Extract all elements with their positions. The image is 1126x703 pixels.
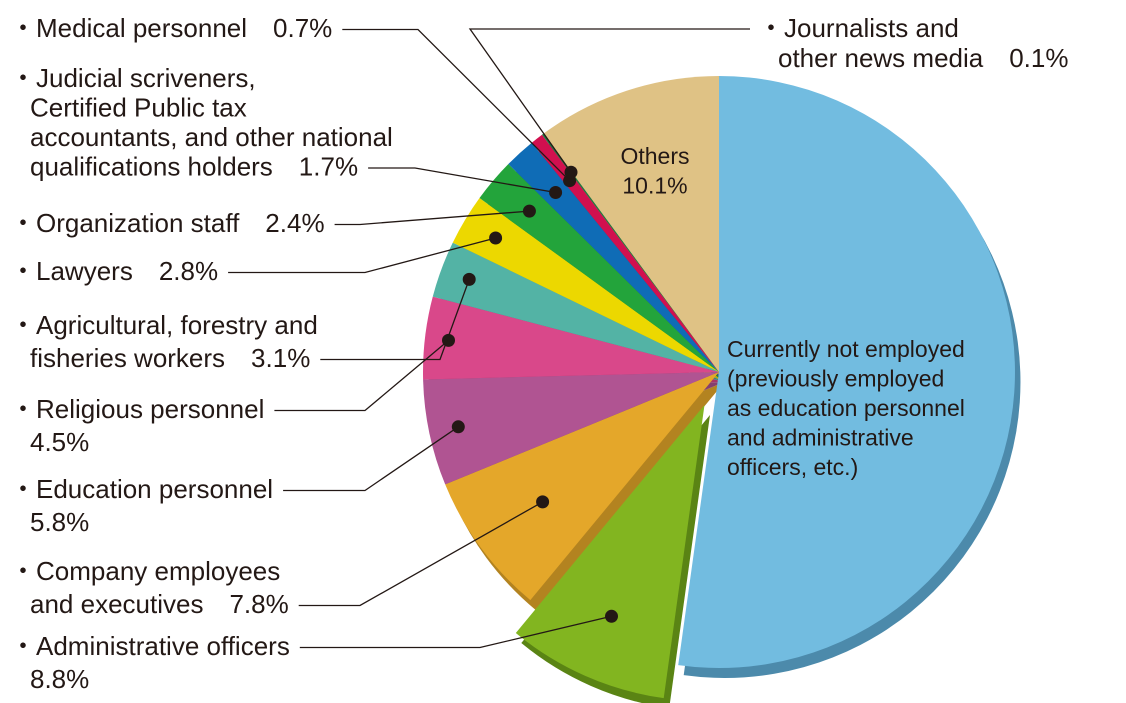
- leader-dot-journalists-and-other-news-media: [564, 165, 578, 179]
- leader-line-journalists-and-other-news-media: [468, 28, 750, 173]
- slice-label-company-employees-and-executives: ・Company employees and executives 7.8%: [10, 556, 289, 619]
- slice-label-currently-not-employed-previously-employ: Currently not employed (previously employ…: [727, 336, 965, 480]
- pie-slice-journalists-and-other-news-media: [542, 133, 719, 372]
- slice-label-line: and executives 7.8%: [30, 589, 289, 619]
- slice-label-line: officers, etc.): [727, 454, 858, 480]
- slice-label-journalists-and-other-news-media: ・Journalists and other news media 0.1%: [758, 13, 1068, 73]
- leader-line-religious-personnel: [274, 339, 449, 412]
- slice-label-line: qualifications holders 1.7%: [30, 152, 358, 182]
- slice-label-line: ・Agricultural, forestry and: [10, 310, 318, 340]
- pie-slice-education-personnel: [423, 372, 719, 485]
- pie-slice-religious-personnel: [422, 296, 719, 380]
- leader-dot-organization-staff: [522, 204, 536, 218]
- slice-label-line: 5.8%: [30, 507, 89, 537]
- slice-label-line: and administrative: [727, 425, 914, 451]
- leader-line-administrative-officers: [299, 615, 612, 649]
- slice-label-line: 10.1%: [622, 173, 687, 199]
- slice-label-line: Others: [620, 143, 689, 169]
- slice-label-line: 4.5%: [30, 427, 89, 457]
- slice-label-line: ・Religious personnel: [10, 394, 264, 424]
- pie-slice-agricultural-forestry-and-fisheries-work: [432, 242, 719, 372]
- slice-label-administrative-officers: ・Administrative officers 8.8%: [10, 631, 290, 694]
- slice-label-others: Others 10.1%: [620, 143, 689, 199]
- slice-label-line: ・Education personnel: [10, 474, 273, 504]
- slice-label-judicial-scriveners-certified-public-tax: ・Judicial scriveners, Certified Public ta…: [10, 63, 393, 182]
- pie-slice-administrative-officers: [515, 404, 705, 699]
- leader-dot-agricultural-forestry-and-fisheries-work: [462, 272, 476, 286]
- pie-slice-company-employees-and-executives: [445, 372, 719, 601]
- pie-slice-currently-not-employed-previously-employ: [678, 76, 1015, 668]
- pie-top-layer: [422, 76, 1015, 699]
- labels-layer: Currently not employed (previously employ…: [10, 13, 1068, 694]
- leader-line-judicial-scriveners-certified-public-tax: [368, 167, 556, 194]
- leader-line-organization-staff: [334, 210, 530, 226]
- slice-label-line: ・Lawyers 2.8%: [10, 256, 218, 286]
- leader-line-agricultural-forestry-and-fisheries-work: [320, 279, 470, 361]
- slice-label-line: 8.8%: [30, 664, 89, 694]
- slice-label-religious-personnel: ・Religious personnel 4.5%: [10, 394, 264, 457]
- slice-label-line: ・Journalists and: [758, 13, 959, 43]
- slice-label-line: Currently not employed: [727, 336, 965, 362]
- slice-label-line: fisheries workers 3.1%: [30, 343, 310, 373]
- pie-slice-judicial-scriveners-certified-public-tax: [508, 142, 719, 372]
- slice-label-line: Certified Public tax: [30, 93, 247, 123]
- leader-dot-administrative-officers: [605, 609, 618, 623]
- leader-line-lawyers: [228, 237, 496, 274]
- leader-line-company-employees-and-executives: [298, 501, 543, 607]
- pie-slice-organization-staff: [479, 164, 719, 372]
- pie-slice-lawyers: [452, 198, 719, 372]
- leader-dot-judicial-scriveners-certified-public-tax: [549, 186, 563, 199]
- slice-label-medical-personnel: ・Medical personnel 0.7%: [10, 13, 332, 43]
- leader-dot-company-employees-and-executives: [536, 495, 550, 509]
- slice-label-line: (previously employed: [727, 366, 944, 392]
- pie-slice-medical-personnel: [531, 134, 719, 372]
- slice-label-line: ・Medical personnel 0.7%: [10, 13, 332, 43]
- slice-label-line: ・Organization staff 2.4%: [10, 208, 325, 238]
- slice-label-line: ・Company employees: [10, 556, 280, 586]
- leader-line-education-personnel: [283, 426, 459, 492]
- leader-line-medical-personnel: [342, 28, 571, 182]
- slice-label-line: other news media 0.1%: [778, 43, 1068, 73]
- slice-label-organization-staff: ・Organization staff 2.4%: [10, 208, 325, 238]
- slice-label-line: ・Judicial scriveners,: [10, 63, 256, 93]
- leader-dot-education-personnel: [451, 420, 465, 434]
- slice-label-line: as education personnel: [727, 395, 965, 421]
- slice-label-agricultural-forestry-and-fisheries-work: ・Agricultural, forestry and fisheries wor…: [10, 310, 318, 373]
- slice-label-education-personnel: ・Education personnel 5.8%: [10, 474, 273, 537]
- slice-label-lawyers: ・Lawyers 2.8%: [10, 256, 218, 286]
- leader-lines-layer: [228, 28, 750, 649]
- pie-slice-others: [543, 76, 719, 372]
- slice-label-line: accountants, and other national: [30, 122, 393, 152]
- slice-label-line: ・Administrative officers: [10, 631, 290, 661]
- leader-dot-lawyers: [489, 231, 503, 245]
